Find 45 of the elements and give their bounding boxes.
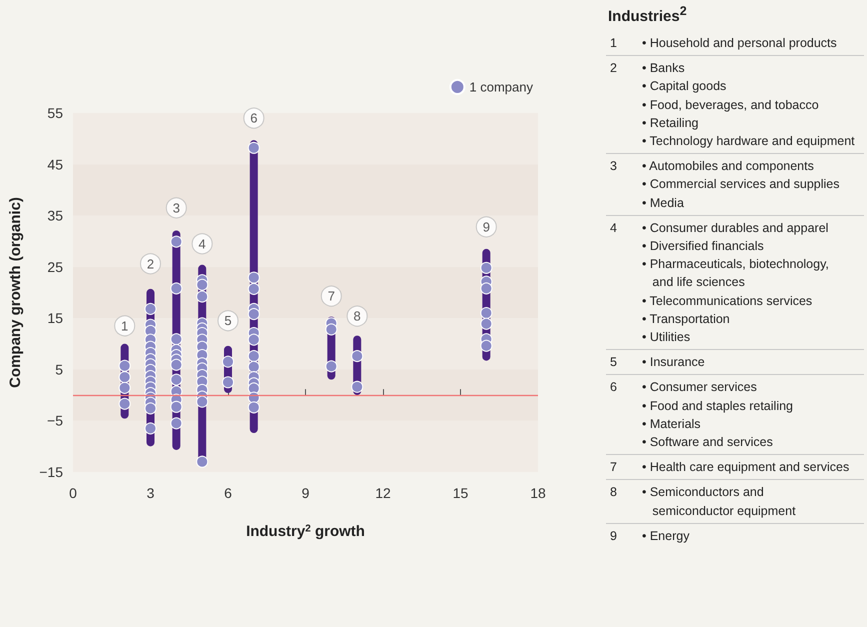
- legend-label: 1 company: [469, 80, 534, 94]
- annotation: 1: [121, 318, 128, 334]
- annotation: 4: [198, 236, 206, 252]
- annotation: 2: [146, 256, 154, 272]
- text: • Health care equipment and services: [642, 459, 850, 476]
- y-tick-label: 45: [47, 156, 64, 172]
- text: • Banks • Capital goods • Food, beverages, and tobacco • Retailing • Technology hardware and equipment: [642, 60, 855, 150]
- annotation: 6: [250, 110, 258, 126]
- text: 9: [610, 528, 617, 543]
- y-tick-label: 35: [47, 208, 64, 224]
- x-tick-label: 18: [530, 485, 546, 501]
- y-tick-label: 5: [55, 361, 64, 378]
- text: • Insurance: [642, 354, 705, 372]
- y-tick-label: −5: [47, 412, 64, 429]
- x-tick-label: 6: [224, 485, 232, 501]
- text: 2: [610, 61, 617, 76]
- text: 6: [610, 380, 617, 394]
- text: • Semiconductors and semiconductor equipment: [642, 484, 796, 520]
- annotation: 9: [482, 219, 490, 234]
- text: • Automobiles and components • Commercial services and supplies • Media: [642, 158, 840, 212]
- text: 3: [610, 159, 617, 174]
- y-tick-label: −15: [39, 464, 64, 480]
- x-tick-label: 12: [375, 485, 391, 501]
- text: 8: [610, 485, 617, 500]
- text: • Household and personal products: [642, 35, 837, 52]
- text: • Consumer services • Food and staples retailing • Materials • Software and services: [642, 379, 793, 452]
- annotation: 3: [172, 200, 180, 216]
- annotation: 8: [354, 308, 361, 324]
- annotation: 7: [328, 288, 335, 304]
- text: • Energy: [642, 528, 690, 545]
- x-tick-label: 0: [69, 485, 78, 501]
- y-tick-label: 15: [47, 310, 64, 326]
- text: Industries$^{2}$: [608, 4, 688, 25]
- annotation: 5: [224, 313, 232, 328]
- text: 4: [610, 220, 617, 235]
- text: 7: [610, 460, 617, 474]
- x-tick-label: 3: [146, 485, 155, 501]
- x-tick-label: 15: [452, 485, 468, 501]
- y-tick-label: 55: [47, 105, 64, 121]
- text: 1: [610, 36, 617, 50]
- y-axis-title: Company growth (organic): [7, 197, 24, 388]
- text: 5: [610, 355, 617, 370]
- x-tick-label: 9: [302, 485, 310, 501]
- y-tick-label: 25: [47, 258, 64, 275]
- text: • Consumer durables and apparel • Diversified financials • Pharmaceuticals, biotechnology, and life sciences • Telecommunications services • Transportation • Utilities: [642, 220, 829, 346]
